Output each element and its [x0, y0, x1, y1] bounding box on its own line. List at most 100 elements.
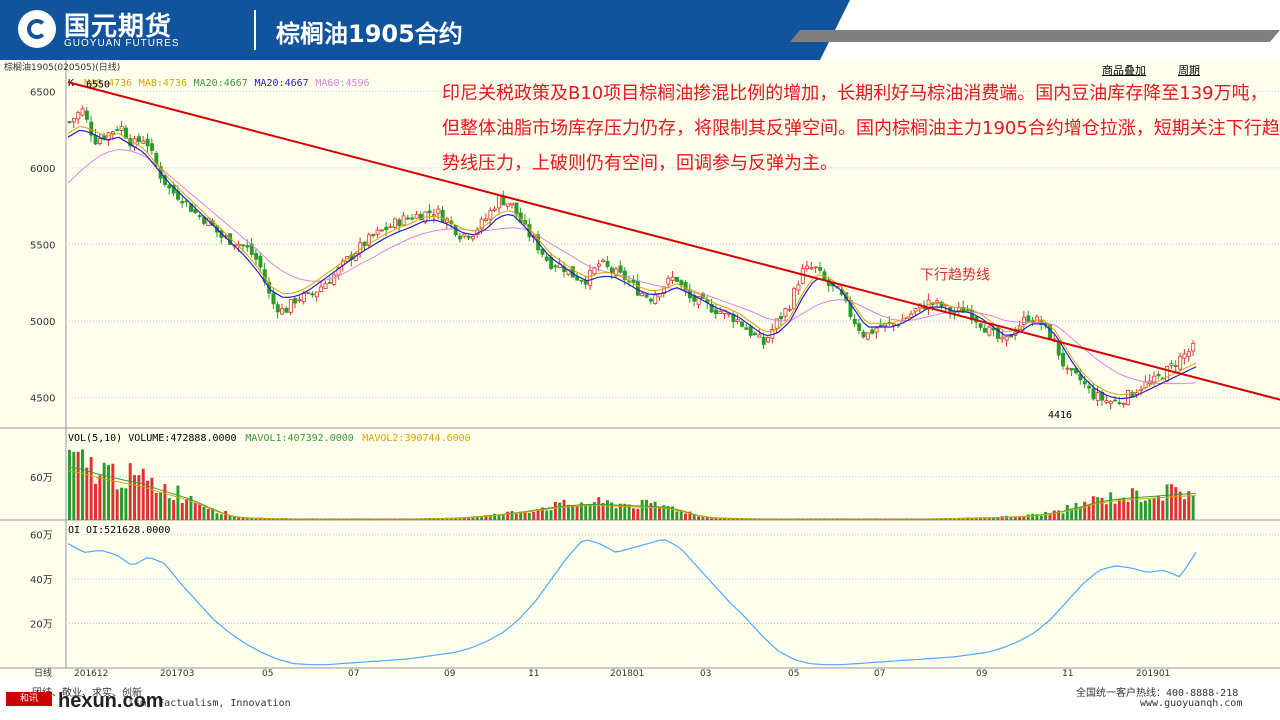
candle-body	[709, 303, 714, 313]
candle-body	[115, 128, 120, 131]
candle-body	[510, 202, 515, 206]
volume-bar	[1130, 488, 1134, 520]
candle-body	[735, 319, 740, 322]
volume-bar	[1035, 514, 1039, 520]
x-tick-label: 日线	[34, 667, 52, 678]
candle-body	[197, 215, 202, 217]
volume-bar	[1000, 516, 1004, 520]
candle-body	[1095, 392, 1100, 402]
period-button[interactable]: 周期	[1178, 64, 1200, 77]
candle-body	[609, 267, 614, 274]
candle-body	[987, 326, 992, 336]
logo-text-cn: 国元期货	[64, 12, 173, 42]
candle-body	[76, 112, 81, 120]
volume-bar	[193, 502, 197, 520]
candle-body	[883, 323, 888, 327]
candle-body	[800, 268, 805, 284]
candle-body	[366, 234, 371, 246]
candle-body	[375, 229, 380, 235]
candle-body	[1156, 374, 1161, 377]
candle-body	[857, 323, 862, 331]
volume-bar	[1018, 516, 1022, 520]
candle-body	[384, 226, 389, 231]
volume-bar	[1039, 515, 1043, 520]
volume-bar	[558, 502, 562, 520]
candle-body	[614, 268, 619, 277]
x-tick-label: 201801	[610, 669, 644, 678]
volume-bar	[575, 506, 579, 520]
volume-bar	[180, 502, 184, 520]
volume-bar	[922, 519, 926, 521]
volume-bar	[198, 503, 202, 520]
candle-body	[1082, 381, 1087, 385]
volume-bar	[627, 504, 631, 520]
candle-body	[818, 267, 823, 271]
candle-body	[761, 336, 766, 345]
mavol2-line	[67, 470, 1197, 520]
ma20-line	[67, 129, 1197, 400]
candle-body	[1173, 365, 1178, 367]
ma-legend-item: MA20:4667	[194, 78, 248, 89]
volume-bar	[762, 519, 766, 521]
candle-body	[254, 252, 259, 260]
volume-bar	[562, 499, 566, 520]
volume-bar	[1061, 513, 1065, 520]
volume-bar	[1161, 500, 1165, 520]
volume-bar	[996, 517, 1000, 520]
volume-bar	[809, 519, 813, 521]
candle-body	[71, 117, 76, 123]
candle-body	[471, 235, 476, 240]
candle-body	[540, 248, 545, 255]
candle-body	[436, 208, 441, 214]
volume-bar	[697, 516, 701, 520]
volume-bar	[597, 497, 601, 520]
candle-body	[1004, 335, 1009, 341]
volume-bar	[1113, 503, 1117, 520]
candle-body	[1117, 402, 1122, 405]
volume-bar	[271, 518, 275, 520]
volume-bar	[241, 517, 245, 520]
candle-body	[301, 293, 306, 303]
candle-body	[405, 217, 410, 220]
candle-body	[579, 279, 584, 282]
candle-body	[167, 184, 172, 189]
candle-body	[805, 265, 810, 270]
volume-bar	[224, 511, 228, 520]
hexun-watermark: hexun.com	[58, 690, 164, 712]
overlay-button[interactable]: 商品叠加	[1102, 64, 1146, 77]
candle-body	[961, 306, 966, 313]
volume-bar	[215, 513, 219, 520]
footer-hotline: 全国统一客户热线：400-8888-218	[1076, 688, 1239, 699]
volume-bar	[120, 487, 123, 520]
volume-bar	[72, 451, 76, 520]
volume-bar	[107, 465, 110, 520]
volume-bar	[150, 477, 154, 520]
candle-body	[787, 308, 792, 311]
candle-body	[271, 293, 276, 305]
candle-body	[648, 298, 653, 302]
candle-body	[327, 281, 332, 284]
volume-bar	[263, 518, 267, 520]
volume-bar	[206, 508, 210, 520]
candle-body	[666, 277, 671, 285]
volume-bar	[1044, 511, 1048, 520]
candle-body	[696, 296, 701, 305]
candle-body	[870, 329, 875, 334]
candle-body	[293, 298, 298, 304]
x-tick-label: 09	[444, 669, 456, 678]
candle-body	[861, 331, 866, 338]
footer-slogan-cn: 团结、敬业、求实、创新	[32, 688, 142, 699]
volume-bar	[1096, 497, 1100, 520]
candle-body	[601, 259, 606, 262]
candle-body	[653, 294, 658, 304]
candle-body	[983, 328, 987, 333]
volume-bar	[94, 483, 97, 520]
header-divider	[254, 10, 256, 50]
volume-bar	[211, 508, 215, 520]
volume-bar	[141, 468, 145, 520]
volume-bar	[649, 503, 653, 520]
candle-body	[497, 195, 502, 209]
volume-bar	[497, 514, 501, 520]
volume-bar	[636, 508, 640, 520]
candle-body	[275, 304, 280, 313]
